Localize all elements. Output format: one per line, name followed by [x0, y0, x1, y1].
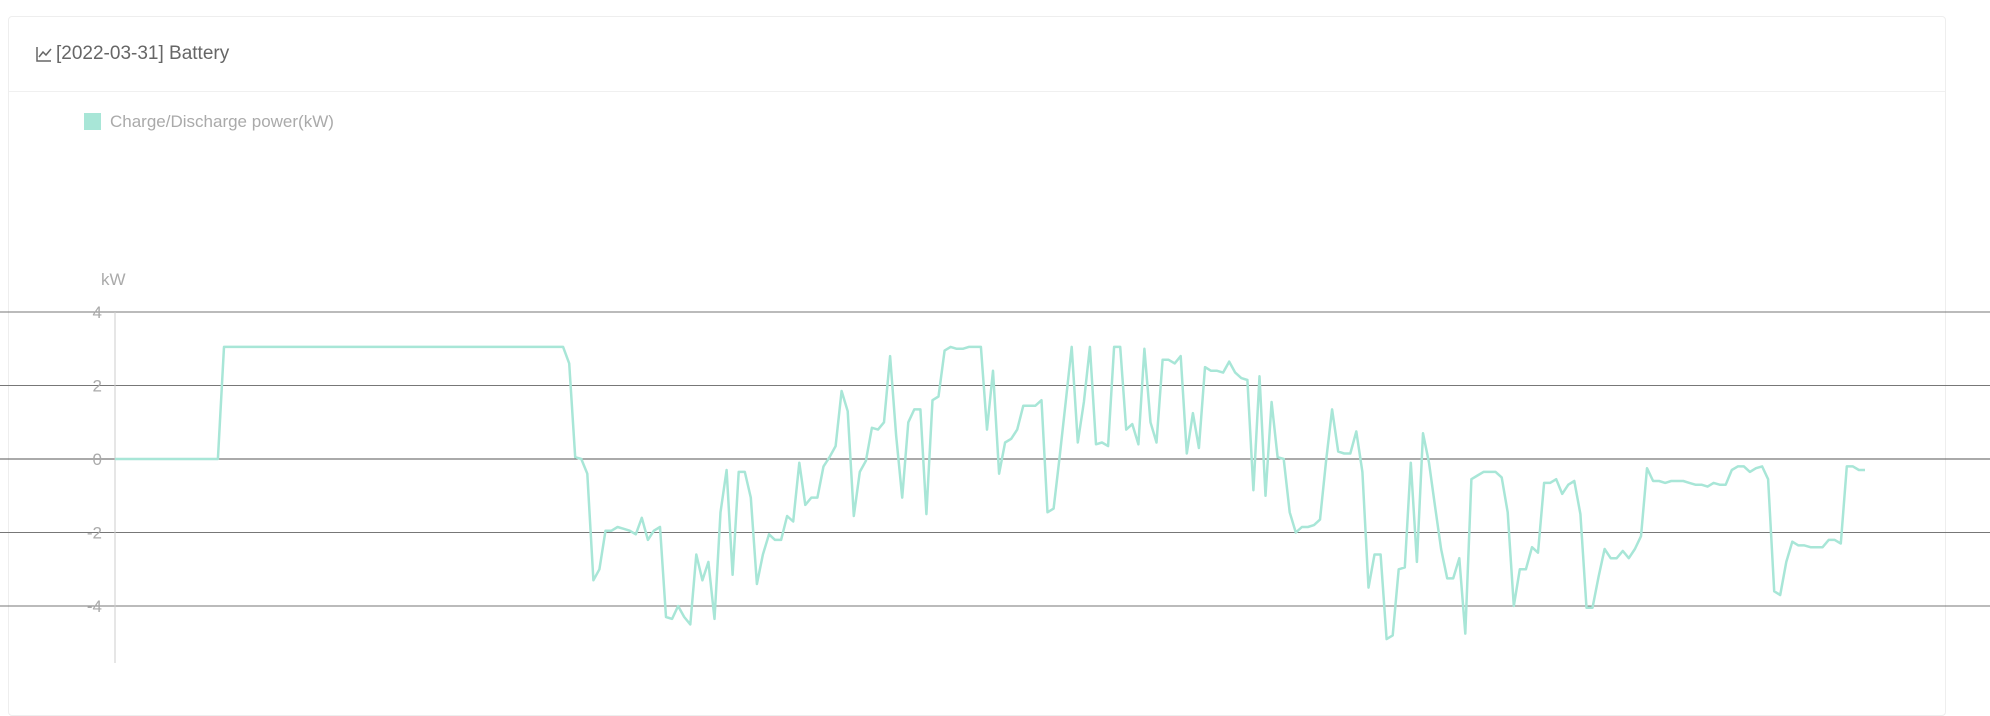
line-chart-icon — [36, 47, 52, 62]
legend-label[interactable]: Charge/Discharge power(kW) — [110, 112, 334, 131]
y-tick-label: 0 — [93, 450, 102, 469]
card-title: [2022-03-31] Battery — [35, 43, 229, 65]
legend-swatch — [84, 113, 101, 130]
legend[interactable]: Charge/Discharge power(kW) — [84, 112, 334, 131]
y-tick-label: -2 — [87, 524, 102, 543]
card-title-text: [2022-03-31] Battery — [56, 43, 230, 64]
battery-power-chart: 4 2 0 -2 -4 kW Charge/Discharge power(kW) — [0, 112, 1990, 663]
battery-chart-card: [2022-03-31] Battery — [8, 16, 1946, 716]
y-tick-label: 4 — [93, 303, 102, 322]
y-tick-label: -4 — [87, 597, 102, 616]
y-axis-ticks: 4 2 0 -2 -4 — [87, 303, 102, 616]
grid-lines — [0, 311, 1990, 607]
series-line-charge-discharge — [115, 345, 1865, 641]
card-header: [2022-03-31] Battery — [9, 17, 1945, 92]
y-axis-label: kW — [101, 270, 126, 289]
y-tick-label: 2 — [93, 377, 102, 396]
